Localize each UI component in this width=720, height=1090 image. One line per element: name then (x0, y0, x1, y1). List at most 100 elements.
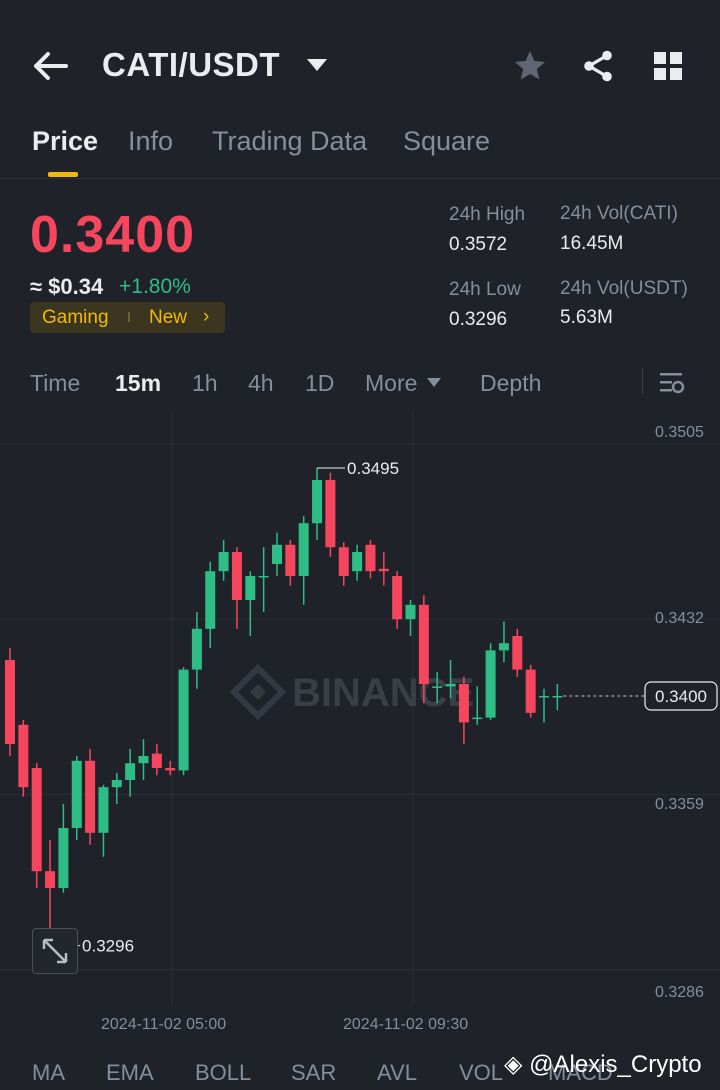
price-change: +1.80% (119, 275, 191, 298)
vol-quote-label: 24h Vol(USDT) (560, 278, 688, 299)
candle (245, 571, 256, 636)
candle (298, 516, 309, 605)
vol-base-label: 24h Vol(CATI) (560, 203, 678, 224)
candle (45, 840, 56, 946)
grid-icon[interactable] (652, 50, 684, 82)
chart-settings-icon[interactable] (658, 370, 686, 396)
vol-base-value: 16.45M (560, 233, 624, 254)
timeframe-bar: Time 15m 1h 4h 1D More Depth (0, 360, 720, 406)
tf-time[interactable]: Time (30, 370, 81, 396)
expand-chart-button[interactable] (32, 928, 78, 974)
candle (312, 468, 323, 540)
candle (512, 628, 523, 677)
indicator-vol[interactable]: VOL (459, 1060, 504, 1085)
tab-price[interactable]: Price (32, 126, 99, 156)
expand-icon (42, 938, 68, 964)
high-marker-label: 0.3495 (347, 459, 399, 478)
more-caret-icon (427, 378, 441, 387)
tag-divider (128, 312, 130, 322)
user-watermark: ◈ @Alexis_Crypto (504, 1050, 702, 1079)
tf-depth[interactable]: Depth (480, 370, 542, 396)
tf-divider (642, 368, 643, 394)
indicator-sar[interactable]: SAR (291, 1060, 337, 1085)
binance-logo-icon: ◈ (504, 1051, 523, 1078)
watermark-handle: @Alexis_Crypto (529, 1051, 702, 1078)
high-value: 0.3572 (449, 234, 508, 255)
candle (5, 648, 15, 756)
tab-square[interactable]: Square (403, 126, 491, 156)
vol-quote-value: 5.63M (560, 307, 613, 328)
tab-info[interactable]: Info (128, 126, 174, 156)
candle (458, 676, 469, 744)
candle (539, 688, 549, 723)
candle (472, 686, 483, 725)
section-tabs: Price Info Trading Data Square (0, 120, 720, 179)
back-arrow-icon[interactable] (30, 48, 70, 84)
y-tick-1: 0.3505 (655, 424, 704, 441)
candle (165, 760, 176, 776)
candle (272, 532, 282, 576)
y-tick-4: 0.3286 (655, 984, 704, 1001)
candle (138, 739, 149, 780)
low-label: 24h Low (449, 279, 521, 300)
indicator-boll[interactable]: BOLL (195, 1060, 252, 1085)
share-icon[interactable] (580, 48, 616, 84)
candle (285, 540, 296, 586)
tf-1h[interactable]: 1h (192, 370, 218, 396)
last-price: 0.3400 (30, 206, 196, 264)
x-tick-2: 2024-11-02 09:30 (343, 1016, 469, 1033)
candle (111, 772, 122, 804)
price-usd: ≈ $0.34 (30, 274, 104, 299)
low-marker-label: 0.3296 (82, 937, 134, 956)
candle (392, 571, 403, 629)
price-chart[interactable]: BINANCE 0.3400 0.3495 0.3296 0.3505 0.3432… (0, 410, 720, 1040)
candle (231, 547, 242, 629)
tab-trading-data[interactable]: Trading Data (212, 126, 368, 156)
candle (338, 542, 349, 586)
candle (445, 660, 456, 699)
candle (485, 643, 496, 720)
candle (218, 540, 229, 581)
candle (191, 612, 202, 689)
y-tick-2: 0.3432 (655, 610, 704, 627)
candle (525, 664, 536, 718)
candle (31, 763, 42, 888)
tag-new: New (149, 307, 188, 328)
y-tick-3: 0.3359 (655, 796, 704, 813)
star-icon[interactable] (512, 48, 548, 84)
candle (85, 748, 96, 845)
active-tab-indicator (48, 172, 78, 177)
candle (71, 756, 82, 840)
last-price-box (644, 681, 718, 711)
binance-watermark: BINANCE (229, 663, 474, 721)
candle (125, 748, 136, 797)
indicator-bar: MA EMA BOLL SAR AVL VOL MACD (0, 1052, 720, 1090)
candle (418, 595, 429, 704)
tf-15m[interactable]: 15m (115, 370, 162, 396)
indicator-ema[interactable]: EMA (106, 1060, 154, 1085)
candle (498, 621, 509, 663)
candle (325, 472, 336, 557)
indicator-macd[interactable]: MACD (548, 1060, 613, 1085)
tf-4h[interactable]: 4h (248, 370, 274, 396)
candle (405, 600, 416, 636)
last-price-label: 0.3400 (655, 687, 707, 706)
tf-1d[interactable]: 1D (305, 370, 335, 396)
high-label: 24h High (449, 204, 526, 225)
tf-more[interactable]: More (365, 370, 418, 396)
candle (58, 804, 69, 893)
indicator-ma[interactable]: MA (32, 1060, 65, 1085)
indicator-avl[interactable]: AVL (377, 1060, 417, 1085)
candle (378, 552, 389, 586)
x-tick-1: 2024-11-02 05:00 (101, 1016, 227, 1033)
candlestick-chart[interactable]: BINANCE 0.3400 0.3495 0.3296 (0, 410, 720, 1040)
trading-pair-title[interactable]: CATI/USDT (102, 46, 281, 83)
caret-down-icon[interactable] (306, 58, 328, 72)
candle (205, 561, 216, 648)
candle (178, 667, 189, 776)
candle (258, 547, 269, 612)
candle (352, 544, 363, 581)
candle (98, 784, 109, 857)
candle (18, 720, 29, 797)
category-tag[interactable] (30, 302, 225, 333)
